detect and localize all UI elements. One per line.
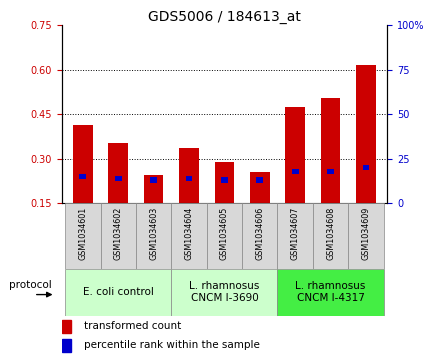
Bar	[363, 165, 369, 170]
Bar	[356, 65, 376, 203]
FancyBboxPatch shape	[242, 203, 278, 269]
Bar	[109, 143, 128, 203]
Bar	[150, 178, 157, 183]
Bar	[179, 148, 199, 203]
FancyBboxPatch shape	[65, 203, 100, 269]
FancyBboxPatch shape	[278, 269, 384, 316]
Bar	[250, 172, 270, 203]
FancyBboxPatch shape	[136, 203, 171, 269]
Text: GSM1034607: GSM1034607	[291, 207, 300, 260]
FancyBboxPatch shape	[65, 269, 171, 316]
FancyBboxPatch shape	[313, 203, 348, 269]
FancyBboxPatch shape	[171, 203, 207, 269]
Text: GSM1034605: GSM1034605	[220, 207, 229, 260]
Bar	[73, 125, 92, 203]
Text: E. coli control: E. coli control	[83, 287, 154, 297]
FancyBboxPatch shape	[348, 203, 384, 269]
Text: GSM1034608: GSM1034608	[326, 207, 335, 260]
Bar	[257, 178, 263, 183]
Text: L. rhamnosus
CNCM I-4317: L. rhamnosus CNCM I-4317	[295, 281, 366, 303]
Text: GSM1034606: GSM1034606	[255, 207, 264, 260]
FancyBboxPatch shape	[207, 203, 242, 269]
FancyBboxPatch shape	[100, 203, 136, 269]
Bar	[286, 107, 305, 203]
Text: GSM1034601: GSM1034601	[78, 207, 87, 260]
Title: GDS5006 / 184613_at: GDS5006 / 184613_at	[148, 11, 301, 24]
Bar	[186, 176, 192, 181]
Bar	[80, 174, 86, 179]
Bar	[115, 176, 121, 181]
Bar	[62, 320, 71, 333]
Bar	[321, 98, 340, 203]
Bar	[292, 168, 299, 174]
Text: L. rhamnosus
CNCM I-3690: L. rhamnosus CNCM I-3690	[189, 281, 260, 303]
Text: GSM1034603: GSM1034603	[149, 207, 158, 260]
FancyBboxPatch shape	[171, 269, 278, 316]
Text: GSM1034602: GSM1034602	[114, 207, 123, 260]
Bar	[62, 339, 71, 352]
Bar	[221, 178, 228, 183]
Text: transformed count: transformed count	[84, 321, 182, 331]
Text: percentile rank within the sample: percentile rank within the sample	[84, 340, 260, 350]
Text: GSM1034609: GSM1034609	[362, 207, 370, 260]
Text: GSM1034604: GSM1034604	[184, 207, 194, 260]
Bar	[144, 175, 163, 203]
FancyBboxPatch shape	[278, 203, 313, 269]
Bar	[215, 162, 234, 203]
Bar	[327, 168, 334, 174]
Text: protocol: protocol	[9, 280, 52, 290]
